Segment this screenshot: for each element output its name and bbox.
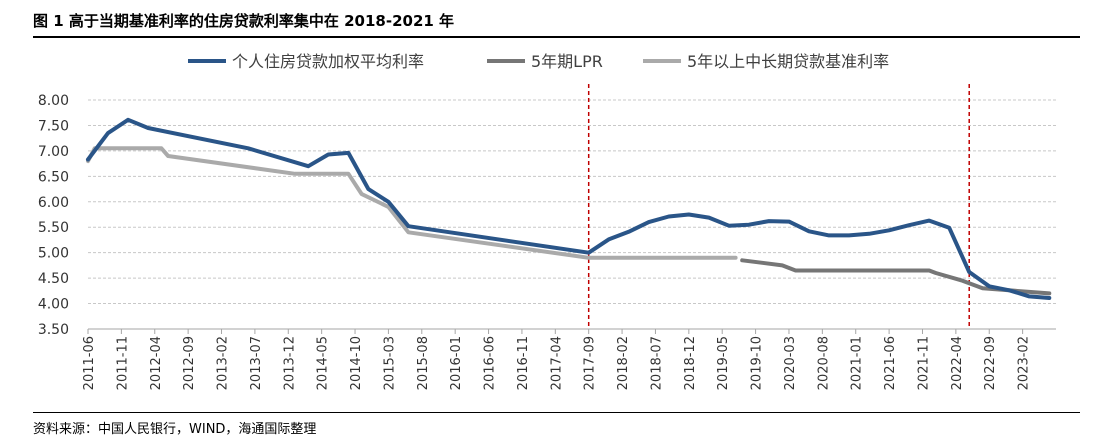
x-tick-label: 2016-01 <box>449 336 464 390</box>
x-tick-label: 2020-08 <box>816 336 831 390</box>
x-tick-label: 2018-07 <box>649 336 664 390</box>
x-tick-label: 2012-04 <box>149 336 164 390</box>
series-line-2 <box>86 146 738 260</box>
series-lines <box>86 117 1052 300</box>
y-axis: 8.00 7.50 7.00 6.50 6.00 5.50 5.00 4.50 4.00 3.50 <box>38 93 1056 338</box>
legend-label: 个人住房贷款加权平均利率 <box>232 52 424 71</box>
x-tick-label: 2016-06 <box>483 336 498 390</box>
x-tick-label: 2018-02 <box>616 336 631 390</box>
reference-lines <box>587 84 970 329</box>
legend: 个人住房贷款加权平均利率 5年期LPR 5年以上中长期贷款基准利率 <box>188 52 889 71</box>
x-tick-label: 2011-11 <box>115 336 130 390</box>
x-axis: 2011-06 2011-11 2012-04 2012-09 2013-02 2013-… <box>82 329 1032 390</box>
x-tick-label: 2021-11 <box>916 336 931 390</box>
x-tick-label: 2013-12 <box>282 336 297 390</box>
source-rule <box>33 412 1080 413</box>
x-tick-label: 2013-07 <box>249 336 264 390</box>
y-tick-label: 4.00 <box>38 297 69 313</box>
x-tick-label: 2015-08 <box>416 336 431 390</box>
y-tick-label: 5.00 <box>38 246 69 262</box>
series-line-1 <box>740 258 1052 296</box>
x-tick-label: 2022-04 <box>950 336 965 390</box>
x-tick-label: 2021-01 <box>850 336 865 390</box>
source-note: 资料来源：中国人民银行，WIND，海通国际整理 <box>33 422 317 437</box>
x-tick-label: 2011-06 <box>82 336 97 390</box>
y-tick-label: 6.50 <box>38 169 69 185</box>
title-rule <box>33 36 1080 38</box>
y-tick-label: 7.50 <box>38 118 69 134</box>
x-tick-label: 2017-09 <box>583 336 598 390</box>
x-tick-label: 2019-10 <box>750 336 765 390</box>
x-tick-label: 2023-02 <box>1017 336 1032 390</box>
x-tick-label: 2019-05 <box>716 336 731 390</box>
figure-title: 图 1 高于当期基准利率的住房贷款利率集中在 2018-2021 年 <box>33 12 455 30</box>
grid-lines <box>88 99 1056 305</box>
x-tick-label: 2012-09 <box>182 336 197 390</box>
line-chart: 个人住房贷款加权平均利率 5年期LPR 5年以上中长期贷款基准利率 8.00 7.50… <box>38 52 1056 390</box>
x-tick-label: 2017-04 <box>549 336 564 390</box>
y-tick-label: 5.50 <box>38 220 69 236</box>
y-tick-label: 8.00 <box>38 93 69 109</box>
y-tick-label: 7.00 <box>38 144 69 160</box>
x-tick-label: 2015-03 <box>382 336 397 390</box>
y-tick-label: 4.50 <box>38 271 69 287</box>
legend-label: 5年期LPR <box>531 52 603 71</box>
legend-label: 5年以上中长期贷款基准利率 <box>687 52 889 71</box>
x-tick-label: 2016-11 <box>516 336 531 390</box>
x-tick-label: 2021-06 <box>883 336 898 390</box>
y-tick-label: 6.00 <box>38 195 69 211</box>
x-tick-label: 2022-09 <box>983 336 998 390</box>
y-tick-label: 3.50 <box>38 322 69 338</box>
x-tick-label: 2013-02 <box>216 336 231 390</box>
x-tick-label: 2020-03 <box>783 336 798 390</box>
series-line-0 <box>86 117 1052 300</box>
x-tick-label: 2018-12 <box>683 336 698 390</box>
x-tick-label: 2014-10 <box>349 336 364 390</box>
x-tick-label: 2014-05 <box>316 336 331 390</box>
